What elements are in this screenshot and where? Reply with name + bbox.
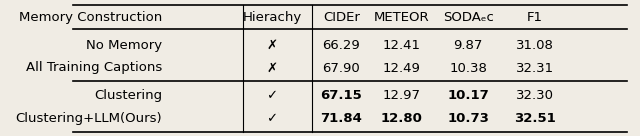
Text: Clustering+LLM(Ours): Clustering+LLM(Ours) (15, 112, 163, 125)
Text: 10.38: 10.38 (449, 61, 487, 75)
Text: 32.31: 32.31 (516, 61, 554, 75)
Text: All Training Captions: All Training Captions (26, 61, 163, 75)
Text: 31.08: 31.08 (516, 39, 554, 52)
Text: No Memory: No Memory (86, 39, 163, 52)
Text: ✗: ✗ (266, 39, 278, 52)
Text: ✗: ✗ (266, 61, 278, 75)
Text: 67.90: 67.90 (323, 61, 360, 75)
Text: 12.49: 12.49 (383, 61, 421, 75)
Text: 10.73: 10.73 (447, 112, 489, 125)
Text: ✓: ✓ (266, 89, 278, 103)
Text: CIDEr: CIDEr (323, 11, 360, 24)
Text: Clustering: Clustering (94, 89, 163, 103)
Text: 32.30: 32.30 (516, 89, 554, 103)
Text: ✓: ✓ (266, 112, 278, 125)
Text: 12.80: 12.80 (381, 112, 423, 125)
Text: Hierachy: Hierachy (243, 11, 301, 24)
Text: 32.51: 32.51 (514, 112, 556, 125)
Text: 9.87: 9.87 (454, 39, 483, 52)
Text: METEOR: METEOR (374, 11, 429, 24)
Text: 10.17: 10.17 (447, 89, 489, 103)
Text: F1: F1 (527, 11, 543, 24)
Text: 66.29: 66.29 (323, 39, 360, 52)
Text: 71.84: 71.84 (320, 112, 362, 125)
Text: 12.41: 12.41 (383, 39, 421, 52)
Text: 12.97: 12.97 (383, 89, 421, 103)
Text: SODAₑc: SODAₑc (443, 11, 493, 24)
Text: Memory Construction: Memory Construction (19, 11, 163, 24)
Text: 67.15: 67.15 (321, 89, 362, 103)
